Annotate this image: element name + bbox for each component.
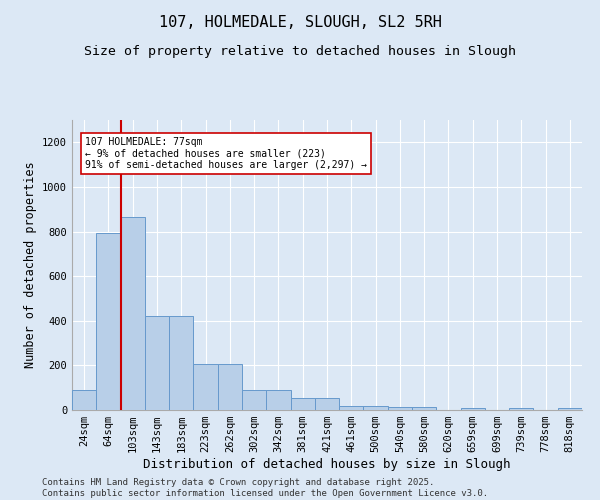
Text: 107, HOLMEDALE, SLOUGH, SL2 5RH: 107, HOLMEDALE, SLOUGH, SL2 5RH: [158, 15, 442, 30]
Bar: [193, 364, 218, 410]
Bar: [169, 316, 193, 410]
Bar: [145, 316, 169, 410]
Bar: [339, 406, 364, 410]
Text: 107 HOLMEDALE: 77sqm
← 9% of detached houses are smaller (223)
91% of semi-detac: 107 HOLMEDALE: 77sqm ← 9% of detached ho…: [85, 136, 367, 170]
Bar: [364, 406, 388, 410]
Bar: [96, 232, 121, 410]
Text: Size of property relative to detached houses in Slough: Size of property relative to detached ho…: [84, 45, 516, 58]
Bar: [121, 217, 145, 410]
Y-axis label: Number of detached properties: Number of detached properties: [23, 162, 37, 368]
Bar: [72, 390, 96, 410]
Bar: [558, 408, 582, 410]
Bar: [266, 390, 290, 410]
Bar: [242, 390, 266, 410]
Bar: [218, 364, 242, 410]
Bar: [461, 408, 485, 410]
Bar: [509, 408, 533, 410]
Text: Contains HM Land Registry data © Crown copyright and database right 2025.
Contai: Contains HM Land Registry data © Crown c…: [42, 478, 488, 498]
Bar: [315, 398, 339, 410]
Bar: [388, 406, 412, 410]
Bar: [412, 406, 436, 410]
X-axis label: Distribution of detached houses by size in Slough: Distribution of detached houses by size …: [143, 458, 511, 471]
Bar: [290, 398, 315, 410]
